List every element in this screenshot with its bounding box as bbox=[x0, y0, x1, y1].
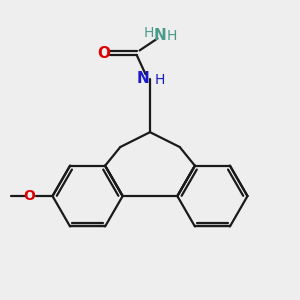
Text: N: N bbox=[137, 71, 150, 86]
Text: H: H bbox=[143, 26, 154, 40]
Text: H: H bbox=[167, 28, 178, 43]
Text: O: O bbox=[98, 46, 110, 61]
Text: O: O bbox=[23, 189, 35, 203]
Text: N: N bbox=[154, 28, 167, 43]
Text: H: H bbox=[154, 73, 165, 87]
